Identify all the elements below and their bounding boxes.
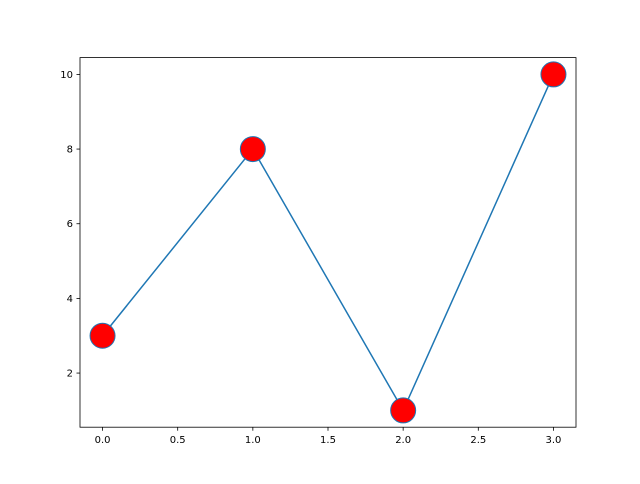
series-group — [89, 61, 567, 424]
x-tick-label: 3.0 — [546, 435, 562, 446]
x-tick-label: 0.0 — [95, 435, 111, 446]
x-axis: 0.0 0.5 1.0 1.5 2.0 2.5 3.0 — [95, 427, 562, 446]
x-tick-label: 2.5 — [470, 435, 486, 446]
y-tick-label: 6 — [67, 219, 73, 230]
data-point-marker — [540, 61, 567, 88]
y-tick-label: 4 — [67, 294, 73, 305]
data-point-marker — [239, 136, 266, 163]
plot-frame — [79, 57, 577, 428]
x-tick-label: 0.5 — [170, 435, 186, 446]
plot-background — [80, 57, 576, 428]
data-point-marker — [390, 397, 417, 424]
data-point-marker — [89, 322, 116, 349]
x-tick-label: 1.5 — [320, 435, 336, 446]
y-tick-label: 8 — [67, 145, 73, 156]
y-tick-label: 10 — [60, 70, 73, 81]
y-axis: 2 4 6 8 10 — [60, 70, 80, 380]
x-tick-label: 1.0 — [245, 435, 261, 446]
y-tick-label: 2 — [67, 369, 73, 380]
x-tick-label: 2.0 — [395, 435, 411, 446]
series-line — [101, 74, 555, 413]
